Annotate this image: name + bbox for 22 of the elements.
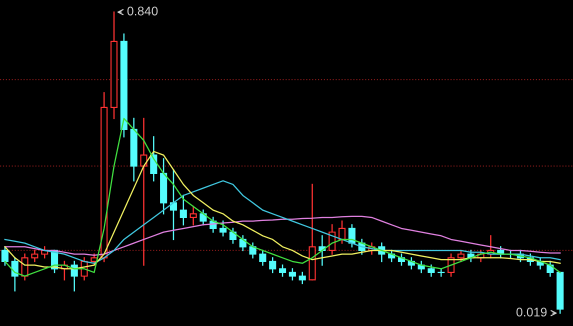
annotation: 0.019 [516, 308, 547, 317]
candlestick [288, 268, 296, 280]
candlestick [200, 209, 207, 226]
candlestick [1, 246, 8, 266]
candlestick [298, 272, 306, 284]
candlestick [279, 264, 286, 277]
candlestick [259, 250, 266, 266]
candlestick [31, 250, 38, 262]
candlestick [140, 118, 148, 266]
candlestick [180, 194, 187, 226]
candlestick [428, 264, 435, 277]
annotation: 0.840 [127, 6, 158, 16]
candlestick [220, 220, 227, 236]
candlestick [170, 169, 178, 240]
candlestick [269, 257, 276, 274]
candlestick [239, 235, 246, 252]
candlestick [457, 250, 465, 262]
candlestick [438, 268, 445, 277]
candlestick [190, 206, 197, 226]
candlestick [249, 242, 256, 258]
candlestick [90, 254, 98, 266]
candlestick [229, 228, 236, 244]
